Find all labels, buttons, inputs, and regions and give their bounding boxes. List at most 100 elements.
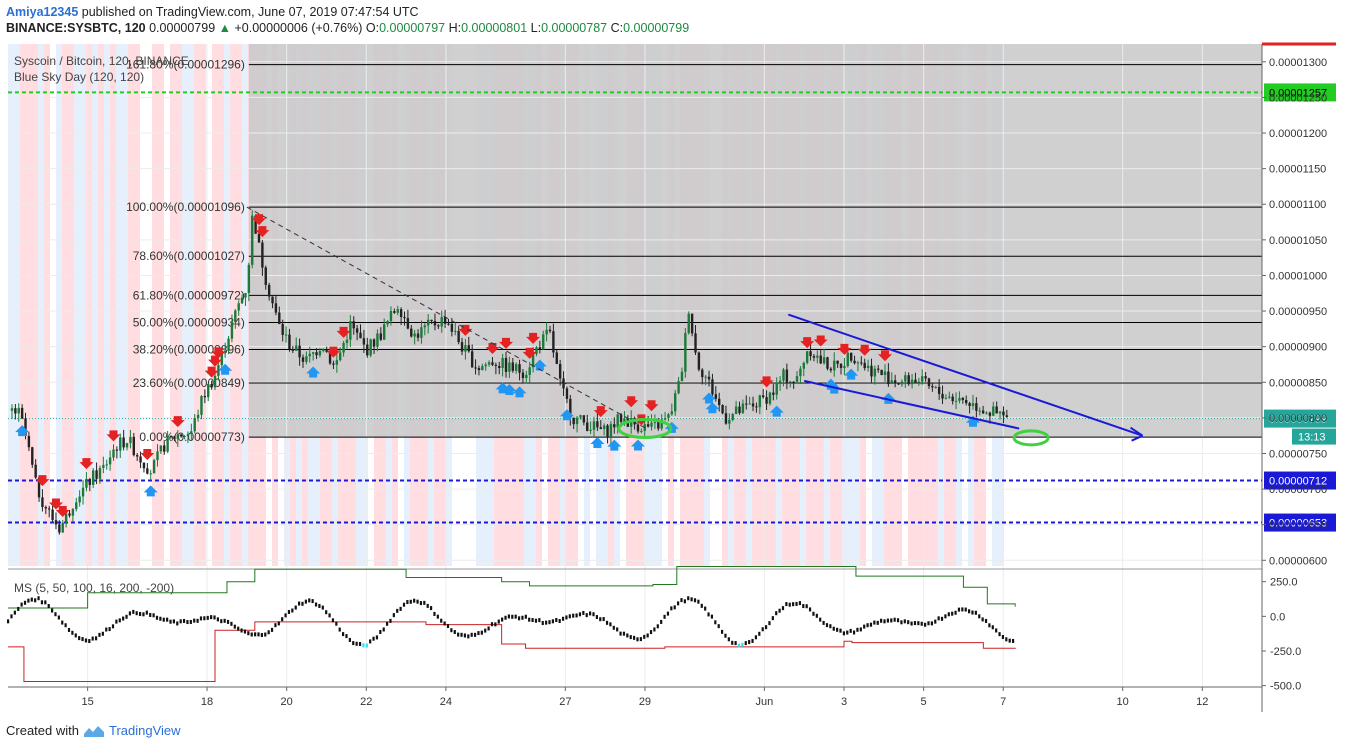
oscillator-bar — [961, 607, 963, 611]
oscillator-bar — [44, 600, 46, 604]
candle-body — [857, 362, 859, 363]
candle-body — [156, 451, 158, 460]
oscillator-bar — [978, 614, 980, 618]
candle-body — [143, 463, 145, 469]
candle-body — [928, 378, 930, 386]
oscillator-bar — [220, 619, 222, 623]
oscillator-bar — [410, 600, 412, 604]
oscillator-bar — [240, 628, 242, 632]
candle-body — [275, 303, 277, 312]
candle-body — [972, 403, 974, 406]
oscillator-bar — [362, 643, 364, 647]
oscillator-bar — [603, 617, 605, 621]
candle-body — [904, 375, 906, 381]
bg-stripe — [98, 44, 104, 566]
candle-body — [684, 333, 686, 372]
oscillator-bar — [998, 632, 1000, 636]
oscillator-bar — [132, 610, 134, 614]
candle-body — [880, 370, 882, 375]
candle-body — [968, 403, 970, 406]
oscillator-bar — [129, 611, 131, 615]
candle-body — [887, 372, 889, 384]
candle-body — [241, 298, 243, 304]
oscillator-bar — [427, 604, 429, 608]
candle-body — [376, 333, 378, 346]
oscillator-bar — [227, 620, 229, 624]
oscillator-bar — [237, 627, 239, 631]
tradingview-brand[interactable]: TradingView — [109, 723, 181, 738]
candle-body — [610, 424, 612, 437]
price-axis-label: 0.00000900 — [1269, 342, 1327, 354]
oscillator-bar — [501, 618, 503, 622]
oscillator-bar — [565, 615, 567, 619]
fib-level-label: 23.60%(0.00000849) — [133, 376, 245, 390]
candle-body — [187, 434, 189, 436]
oscillator-bar — [68, 628, 70, 632]
oscillator-bar — [342, 632, 344, 636]
candle-body — [501, 358, 503, 368]
oscillator-bar — [98, 633, 100, 637]
oscillator-bar — [829, 624, 831, 628]
oscillator-bar — [873, 621, 875, 625]
oscillator-bar — [714, 620, 716, 624]
candle-body — [979, 411, 981, 412]
candle-body — [85, 479, 87, 488]
oscillator-bar — [196, 619, 198, 623]
candle-body — [369, 339, 371, 355]
oscillator-bar — [785, 602, 787, 606]
oscillator-bar — [389, 619, 391, 623]
oscillator-bar — [125, 615, 127, 619]
oscillator-bar — [48, 604, 50, 608]
candle-body — [999, 412, 1001, 414]
oscillator-bar — [934, 620, 936, 624]
candle-body — [34, 465, 36, 478]
oscillator-bar — [653, 627, 655, 631]
oscillator-bar — [809, 607, 811, 611]
price-axis-label: 0.00001250 — [1269, 92, 1327, 104]
fib-level-label: 100.00%(0.00001096) — [126, 200, 245, 214]
candle-body — [792, 382, 794, 383]
oscillator-bar — [694, 598, 696, 602]
candle-body — [938, 387, 940, 394]
oscillator-bar — [308, 598, 310, 602]
candle-body — [600, 427, 602, 429]
oscillator-bar — [122, 617, 124, 621]
candle-body — [559, 364, 561, 379]
oscillator-bar — [941, 617, 943, 621]
oscillator-bar — [444, 622, 446, 626]
candle-body — [583, 415, 585, 422]
candle-body — [234, 310, 236, 322]
bg-stripe — [230, 44, 236, 566]
candle-body — [847, 353, 849, 366]
candle-body — [522, 373, 524, 378]
candle-body — [809, 351, 811, 356]
candle-body — [424, 325, 426, 327]
candle-body — [11, 408, 13, 411]
candle-body — [901, 382, 903, 385]
candle-body — [542, 334, 544, 349]
candle-body — [51, 510, 53, 521]
oscillator-bar — [1009, 639, 1011, 643]
oscillator-legend: MS (5, 50, 100, 16, 200, -200) — [14, 581, 174, 595]
date-axis-label: 10 — [1117, 696, 1129, 708]
oscillator-bar — [951, 612, 953, 616]
candle-body — [616, 414, 618, 427]
candle-body — [481, 366, 483, 370]
candle-body — [68, 513, 70, 515]
oscillator-bar — [633, 636, 635, 640]
oscillator-bar — [393, 613, 395, 617]
price-chart[interactable]: 161.80%(0.00001296)100.00%(0.00001096)78… — [0, 0, 1348, 750]
oscillator-bar — [559, 619, 561, 623]
oscillator-bar — [531, 618, 533, 622]
candle-body — [911, 380, 913, 385]
oscillator-bar — [660, 620, 662, 624]
oscillator-bar — [281, 617, 283, 621]
oscillator-bar — [396, 609, 398, 613]
candle-body — [566, 388, 568, 398]
candle-body — [992, 406, 994, 415]
candle-body — [518, 364, 520, 372]
candle-body — [914, 380, 916, 383]
candle-body — [613, 424, 615, 427]
candle-body — [322, 350, 324, 351]
candle-body — [552, 331, 554, 352]
